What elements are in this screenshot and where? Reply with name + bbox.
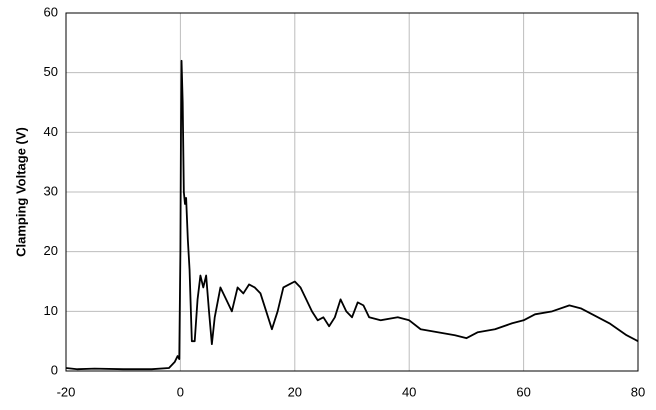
x-tick-label: 40 (402, 384, 416, 399)
y-tick-label: 60 (44, 4, 58, 19)
y-tick-label: 50 (44, 64, 58, 79)
x-tick-label: 20 (288, 384, 302, 399)
plot-frame (65, 12, 639, 372)
y-axis-label: Clamping Voltage (V) (13, 127, 28, 257)
x-tick-label: -20 (57, 384, 76, 399)
x-tick-label: 0 (177, 384, 184, 399)
y-tick-label: 40 (44, 124, 58, 139)
y-tick-label: 20 (44, 243, 58, 258)
x-tick-label: 60 (516, 384, 530, 399)
y-tick-label: 30 (44, 183, 58, 198)
y-tick-label: 0 (51, 362, 58, 377)
data-line (65, 59, 639, 371)
y-tick-label: 10 (44, 303, 58, 318)
x-tick-label: 80 (631, 384, 645, 399)
